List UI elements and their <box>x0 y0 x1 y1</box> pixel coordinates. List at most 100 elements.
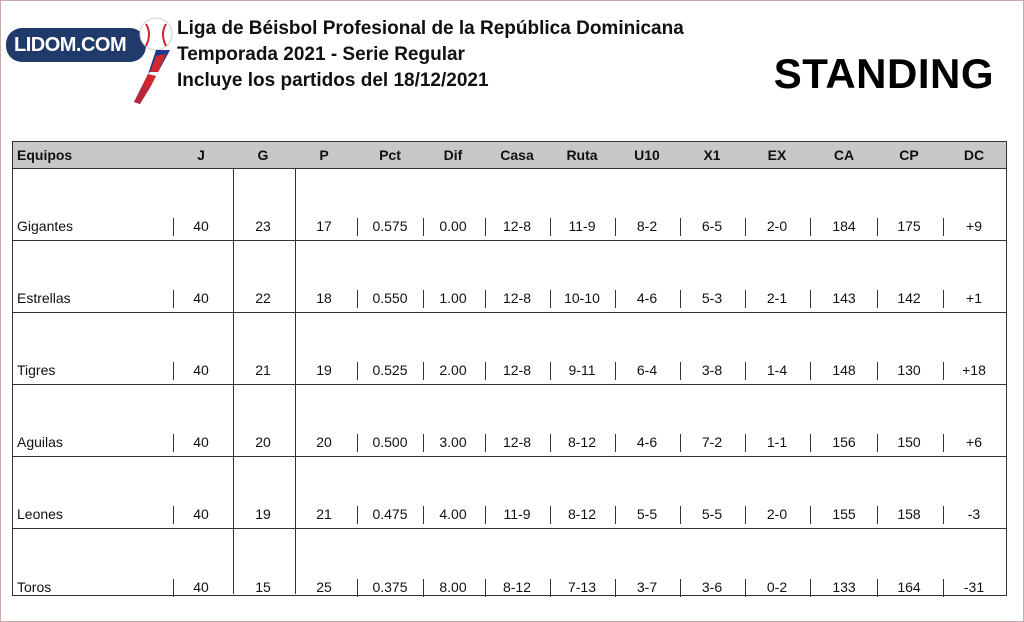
cell-divider <box>745 579 746 597</box>
cell-pct: 0.475 <box>372 506 408 522</box>
header-info: Liga de Béisbol Profesional de la Repúbl… <box>177 16 684 94</box>
cell-j: 40 <box>193 579 209 595</box>
cell-divider <box>173 506 174 524</box>
cell-ruta: 9-11 <box>568 362 596 378</box>
cell-ruta: 8-12 <box>567 434 597 450</box>
cell-ca: 156 <box>832 434 856 450</box>
cell-divider <box>943 290 944 308</box>
cell-divider <box>943 362 944 380</box>
cell-j: 40 <box>193 218 209 234</box>
cell-divider <box>877 290 878 308</box>
column-header-g: G <box>257 147 269 163</box>
cell-divider <box>877 362 878 380</box>
cell-p: 18 <box>316 290 332 306</box>
cell-divider <box>423 579 424 597</box>
cell-u10: 8-2 <box>636 218 658 234</box>
cell-u10: 3-7 <box>636 579 658 595</box>
cell-divider <box>357 290 358 308</box>
table-row: Leones 40 19 21 0.475 4.00 11-9 8-12 5-5 5-5 2-0 15… <box>13 457 1006 529</box>
cell-divider <box>485 362 486 380</box>
column-header-ruta: Ruta <box>566 147 598 163</box>
column-header-equipos: Equipos <box>17 147 73 163</box>
column-header-u10: U10 <box>634 147 660 163</box>
cell-divider <box>485 290 486 308</box>
cell-divider <box>680 218 681 236</box>
logo-pill: LIDOM.COM <box>6 28 146 62</box>
cell-divider <box>810 579 811 597</box>
cell-divider <box>485 579 486 597</box>
cell-divider <box>680 362 681 380</box>
cell-ex: 2-1 <box>766 290 788 306</box>
cell-u10: 4-6 <box>636 290 658 306</box>
team-name: Aguilas <box>17 434 63 450</box>
cell-ex: 0-2 <box>766 579 788 595</box>
cell-j: 40 <box>193 434 209 450</box>
cell-dc: -31 <box>963 579 985 595</box>
lidom-logo[interactable]: LIDOM.COM <box>6 17 176 108</box>
cell-divider <box>357 434 358 452</box>
cell-cp: 175 <box>897 218 921 234</box>
cell-divider <box>423 218 424 236</box>
cell-dif: 3.00 <box>439 434 467 450</box>
cell-u10: 4-6 <box>636 434 658 450</box>
table-row: Tigres 40 21 19 0.525 2.00 12-8 9-11 6-4 3-8 1-4 14… <box>13 313 1006 385</box>
cell-cp: 164 <box>897 579 921 595</box>
cell-casa: 12-8 <box>502 362 532 378</box>
column-header-casa: Casa <box>500 147 534 163</box>
cell-divider <box>615 434 616 452</box>
cell-x1: 5-5 <box>701 506 723 522</box>
cell-ruta: 8-12 <box>567 506 597 522</box>
cell-dif: 4.00 <box>439 506 467 522</box>
cell-divider <box>680 579 681 597</box>
column-header-cp: CP <box>899 147 919 163</box>
cell-g: 21 <box>255 362 271 378</box>
cell-ex: 2-0 <box>766 218 788 234</box>
cell-divider <box>173 290 174 308</box>
cell-dif: 0.00 <box>439 218 467 234</box>
cell-divider <box>810 290 811 308</box>
cell-divider <box>550 506 551 524</box>
cell-u10: 6-4 <box>636 362 658 378</box>
column-header-pct: Pct <box>379 147 401 163</box>
cell-divider <box>550 218 551 236</box>
cell-dc: -3 <box>967 506 981 522</box>
cell-casa: 8-12 <box>502 579 532 595</box>
column-header-ex: EX <box>767 147 787 163</box>
cell-ruta: 10-10 <box>564 290 600 306</box>
cell-ruta: 11-9 <box>568 218 596 234</box>
column-header-p: P <box>319 147 329 163</box>
cell-divider <box>550 579 551 597</box>
logo-text: LIDOM.COM <box>14 33 127 56</box>
cell-casa: 11-9 <box>503 506 531 522</box>
cell-ex: 1-1 <box>766 434 788 450</box>
table-row: Toros 40 15 25 0.375 8.00 8-12 7-13 3-7 3-6 0-2 133… <box>13 529 1006 601</box>
cell-divider <box>877 218 878 236</box>
team-name: Leones <box>17 506 63 522</box>
cell-divider <box>550 362 551 380</box>
cell-divider <box>745 506 746 524</box>
cell-divider <box>550 434 551 452</box>
league-name: Liga de Béisbol Profesional de la Repúbl… <box>177 18 684 39</box>
cell-ca: 155 <box>832 506 856 522</box>
cell-pct: 0.375 <box>372 579 408 595</box>
cell-ruta: 7-13 <box>567 579 597 595</box>
cell-g: 23 <box>255 218 271 234</box>
cell-divider <box>485 506 486 524</box>
team-name: Toros <box>17 579 52 595</box>
cell-divider <box>423 434 424 452</box>
cell-pct: 0.575 <box>372 218 408 234</box>
baseball-flag-icon <box>134 17 173 104</box>
cell-cp: 150 <box>897 434 921 450</box>
cell-divider <box>680 290 681 308</box>
column-divider <box>295 169 296 594</box>
table-row: Gigantes 40 23 17 0.575 0.00 12-8 11-9 8-2 6-5 2-0… <box>13 169 1006 241</box>
column-divider <box>233 169 234 594</box>
cell-divider <box>173 362 174 380</box>
cell-p: 19 <box>316 362 332 378</box>
column-header-x1: X1 <box>703 147 721 163</box>
cell-j: 40 <box>193 506 209 522</box>
table-header: Equipos J G P Pct Dif Casa Ruta U10 X1 EX CA CP DC <box>12 141 1007 169</box>
column-header-dif: Dif <box>443 147 463 163</box>
cell-cp: 142 <box>897 290 921 306</box>
cell-divider <box>615 579 616 597</box>
